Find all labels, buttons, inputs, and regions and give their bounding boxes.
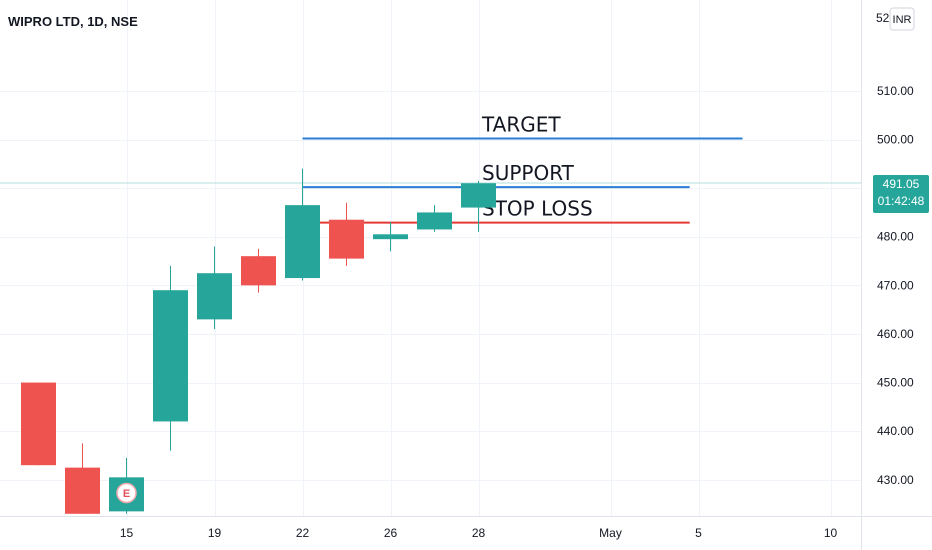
candle[interactable] <box>285 168 320 281</box>
candle[interactable] <box>65 443 100 514</box>
candle[interactable] <box>153 265 188 451</box>
time-tick-label: 15 <box>120 526 134 540</box>
price-tick-label: 440.00 <box>877 424 914 438</box>
annotation-label: STOP LOSS <box>482 197 593 221</box>
earnings-icon[interactable] <box>116 482 137 504</box>
candle[interactable] <box>197 246 232 330</box>
candles <box>21 168 496 514</box>
candle[interactable] <box>329 202 364 266</box>
annotation-lines: TARGET SUPPORT STOP LOSS <box>0 113 861 224</box>
currency-button[interactable]: INR <box>889 7 915 31</box>
time-tick-label: May <box>599 526 622 540</box>
candle[interactable] <box>373 222 408 252</box>
candle-body <box>461 183 496 208</box>
candle-body <box>417 212 452 230</box>
candle[interactable] <box>241 248 276 293</box>
time-tick-label: 5 <box>695 526 702 540</box>
candle-body <box>329 219 364 259</box>
annotation-label: TARGET <box>481 113 561 137</box>
price-tick-label: 480.00 <box>877 230 914 244</box>
candle-body <box>241 256 276 286</box>
time-axis[interactable]: 15 19 22 26 28 May 5 10 <box>120 526 838 540</box>
grid-lines <box>0 0 861 516</box>
candle-body <box>197 273 232 320</box>
symbol-title: WIPRO LTD, 1D, NSE <box>8 14 138 29</box>
price-tick-label: 450.00 <box>877 376 914 390</box>
price-tick-label: 470.00 <box>877 278 914 292</box>
time-tick-label: 26 <box>384 526 398 540</box>
earnings-label: E <box>123 488 130 500</box>
time-tick-label: 10 <box>824 526 838 540</box>
candle-body <box>285 205 320 279</box>
candle[interactable] <box>21 382 56 466</box>
currency-label: INR <box>893 14 912 26</box>
candle-body <box>153 290 188 422</box>
price-tick-label: 500.00 <box>877 133 914 147</box>
last-price-tag: 491.05 01:42:48 <box>873 175 929 214</box>
price-tick-label: 460.00 <box>877 327 914 341</box>
last-price-value: 491.05 <box>883 177 920 191</box>
candle[interactable] <box>417 205 452 232</box>
bar-countdown: 01:42:48 <box>878 194 925 208</box>
candle[interactable] <box>461 180 496 232</box>
candle-body <box>21 382 56 466</box>
price-axis[interactable]: 430.00 440.00 450.00 460.00 470.00 480.00 500.… <box>877 84 914 487</box>
annotation-label: SUPPORT <box>482 161 575 185</box>
time-tick-label: 28 <box>472 526 486 540</box>
partial-top-tick-label: 52 <box>876 11 890 25</box>
candle-body <box>373 234 408 240</box>
candle-body <box>65 467 100 514</box>
price-tick-label: 430.00 <box>877 473 914 487</box>
earnings-marker[interactable]: E <box>116 482 137 504</box>
price-tick-label: 510.00 <box>877 84 914 98</box>
time-tick-label: 19 <box>208 526 222 540</box>
time-tick-label: 22 <box>296 526 310 540</box>
price-axis-background <box>861 0 932 550</box>
